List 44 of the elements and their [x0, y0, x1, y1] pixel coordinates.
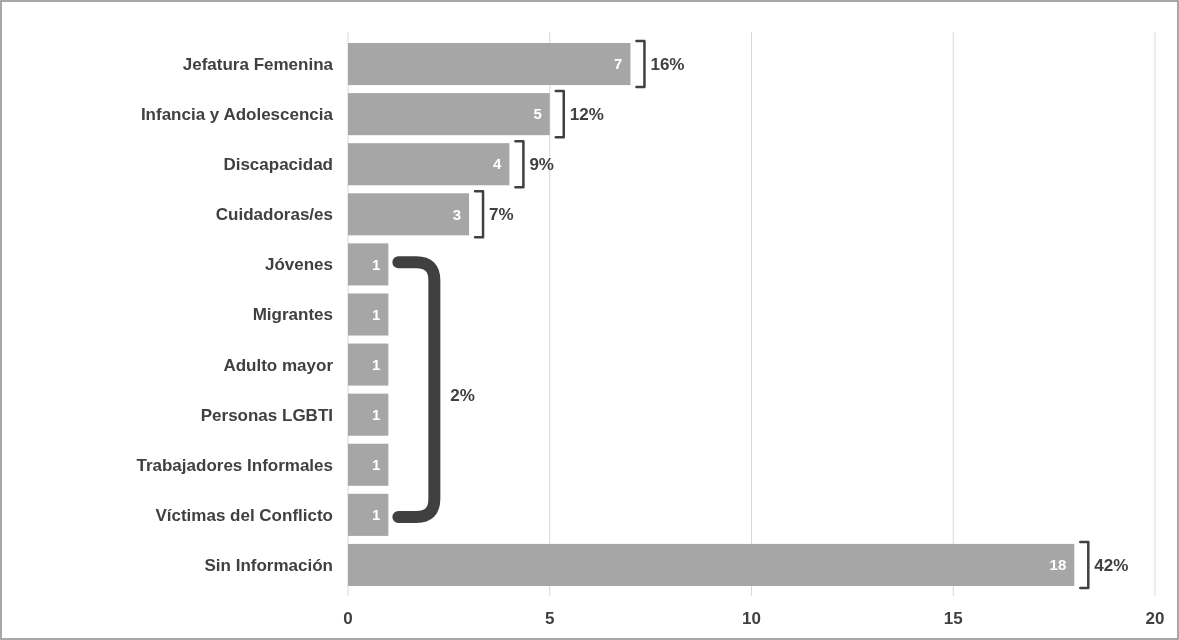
bar [348, 143, 510, 186]
data-label: 1 [372, 506, 381, 524]
data-label: 1 [372, 456, 381, 474]
bar [348, 343, 389, 386]
data-label: 1 [372, 355, 381, 373]
y-tick-label: Migrantes [252, 305, 333, 325]
bar [348, 43, 631, 86]
x-tick-label: 15 [943, 608, 963, 628]
y-tick-label: Jefatura Femenina [182, 55, 334, 74]
x-tick-label: 20 [1145, 608, 1165, 628]
data-label: 3 [452, 205, 462, 223]
annotation: 7% [489, 205, 514, 225]
data-label: 4 [493, 155, 503, 173]
annotation: 2% [450, 385, 475, 405]
y-tick-label: Víctimas del Conflicto [155, 505, 333, 525]
bar [348, 443, 389, 486]
bar [348, 293, 389, 336]
x-tick-label: 0 [343, 608, 353, 628]
data-label: 5 [533, 105, 542, 123]
data-label: 1 [372, 305, 381, 323]
data-label: 7 [614, 55, 623, 73]
y-tick-label: Sin Información [204, 555, 333, 575]
y-tick-label: Cuidadoras/es [215, 205, 333, 225]
data-label: 1 [372, 255, 381, 273]
bar [348, 393, 389, 436]
y-tick-label: Discapacidad [223, 155, 333, 175]
y-tick-label: Infancia y Adolescencia [140, 105, 334, 125]
data-label: 1 [372, 405, 381, 423]
annotation: 12% [569, 105, 604, 125]
bar [348, 193, 470, 236]
y-tick-label: Adulto mayor [223, 355, 334, 375]
bar [348, 93, 550, 136]
bar [348, 243, 389, 286]
annotation: 16% [650, 55, 685, 74]
x-tick-label: 10 [742, 608, 761, 628]
x-tick-label: 5 [545, 608, 555, 628]
annotation: 9% [529, 155, 554, 175]
y-tick-label: Jóvenes [264, 255, 333, 275]
bar [348, 493, 389, 536]
y-tick-label: Trabajadores Informales [136, 455, 333, 475]
y-tick-label: Personas LGBTI [200, 405, 333, 425]
bar [348, 543, 1075, 586]
data-label: 18 [1049, 556, 1067, 574]
annotation: 42% [1094, 555, 1129, 575]
